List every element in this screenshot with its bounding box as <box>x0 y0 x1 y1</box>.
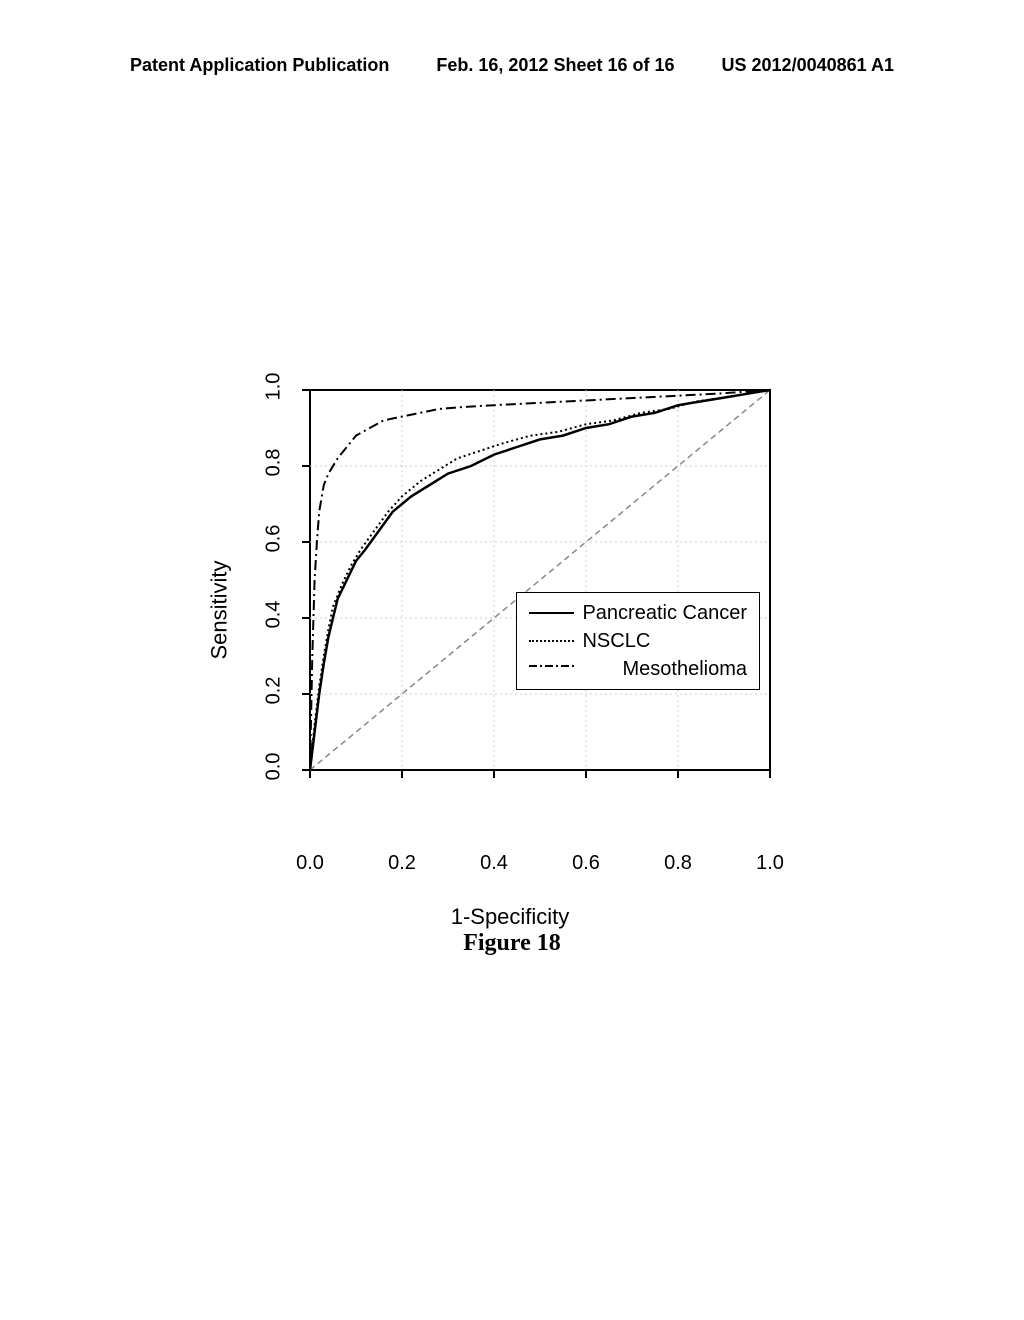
x-axis-label: 1-Specificity <box>451 904 570 930</box>
y-tick-2: 0.4 <box>262 601 285 629</box>
diagonal-line <box>310 390 770 770</box>
x-tick-4: 0.8 <box>664 852 692 875</box>
grid <box>310 390 770 770</box>
header-right: US 2012/0040861 A1 <box>722 55 894 76</box>
header-left: Patent Application Publication <box>130 55 389 76</box>
legend-label-2: Mesothelioma <box>622 655 747 683</box>
header-center: Feb. 16, 2012 Sheet 16 of 16 <box>436 55 674 76</box>
legend-line-solid <box>529 612 574 614</box>
legend-line-dashdot <box>529 663 614 674</box>
figure-caption: Figure 18 <box>463 930 561 957</box>
roc-chart: Sensitivity 1-Specificity 0.0 0.2 0.4 0.… <box>230 380 790 840</box>
legend-item-mesothelioma: Mesothelioma <box>529 655 747 683</box>
x-tick-3: 0.6 <box>572 852 600 875</box>
x-tick-5: 1.0 <box>756 852 784 875</box>
y-tick-4: 0.8 <box>262 449 285 477</box>
y-axis-label: Sensitivity <box>207 560 233 659</box>
x-tick-1: 0.2 <box>388 852 416 875</box>
legend-item-pancreatic: Pancreatic Cancer <box>529 599 747 627</box>
legend: Pancreatic Cancer NSCLC Mesothelioma <box>516 592 760 690</box>
y-tick-5: 1.0 <box>262 373 285 401</box>
legend-label-1: NSCLC <box>582 627 650 655</box>
plot-border <box>310 390 770 770</box>
series-mesothelioma <box>310 390 770 770</box>
legend-line-dotted <box>529 640 574 642</box>
series-nsclc <box>310 390 770 770</box>
series-pancreatic <box>310 390 770 770</box>
patent-header: Patent Application Publication Feb. 16, … <box>0 55 1024 76</box>
legend-item-nsclc: NSCLC <box>529 627 747 655</box>
legend-label-0: Pancreatic Cancer <box>582 599 747 627</box>
plot-area: Pancreatic Cancer NSCLC Mesothelioma <box>310 390 770 770</box>
y-tick-1: 0.2 <box>262 677 285 705</box>
y-tick-3: 0.6 <box>262 525 285 553</box>
y-tick-0: 0.0 <box>262 753 285 781</box>
x-tick-2: 0.4 <box>480 852 508 875</box>
x-tick-0: 0.0 <box>296 852 324 875</box>
chart-svg <box>310 390 770 770</box>
